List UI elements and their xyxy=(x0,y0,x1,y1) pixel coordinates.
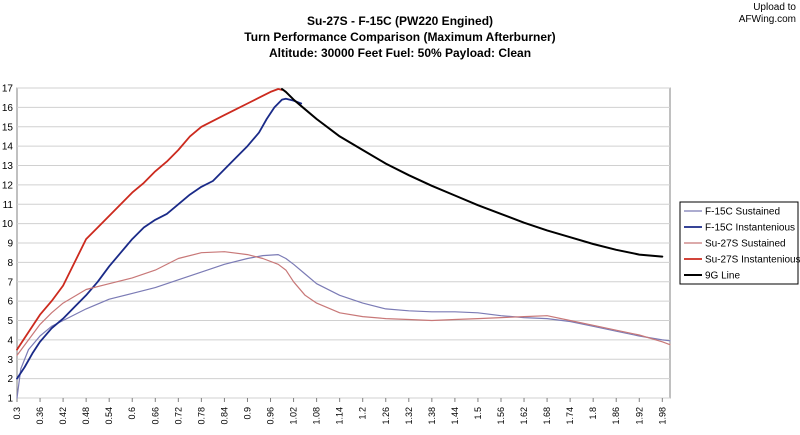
y-tick-label: 5 xyxy=(7,316,13,327)
x-tick-label: 1.98 xyxy=(657,407,667,425)
y-tick-label: 16 xyxy=(2,103,14,114)
series-line-1 xyxy=(16,97,303,380)
chart-subtitle: Turn Performance Comparison (Maximum Aft… xyxy=(244,30,555,44)
upload-note-line1: Upload to xyxy=(753,2,796,13)
x-tick-label: 1.8 xyxy=(588,407,598,420)
legend-label-0: F-15C Sustained xyxy=(705,207,780,218)
chart-subtitle-2: Altitude: 30000 Feet Fuel: 50% Payload: … xyxy=(269,46,531,60)
x-tick-label: 1.02 xyxy=(289,407,299,425)
x-tick-label: 0.84 xyxy=(219,407,229,425)
x-tick-label: 0.72 xyxy=(173,407,183,425)
x-tick-label: 1.74 xyxy=(565,407,575,425)
gridlines xyxy=(17,87,670,399)
x-tick-label: 0.6 xyxy=(127,407,137,420)
y-tick-label: 17 xyxy=(2,84,14,95)
y-tick-label: 2 xyxy=(7,374,13,385)
y-tick-label: 7 xyxy=(7,277,13,288)
y-tick-label: 10 xyxy=(2,219,14,230)
y-tick-label: 8 xyxy=(7,258,13,269)
x-tick-label: 0.96 xyxy=(266,407,276,425)
x-tick-label: 1.62 xyxy=(519,407,529,425)
y-tick-label: 3 xyxy=(7,355,13,366)
x-tick-label: 1.14 xyxy=(335,407,345,425)
series-line-3 xyxy=(16,88,283,351)
y-tick-label: 13 xyxy=(2,161,14,172)
series-lines xyxy=(16,88,671,399)
x-tick-label: 1.38 xyxy=(427,407,437,425)
x-tick-label: 1.86 xyxy=(611,407,621,425)
y-tick-label: 15 xyxy=(2,122,14,133)
x-tick-label: 0.78 xyxy=(196,407,206,425)
series-line-2 xyxy=(16,251,671,356)
chart-title: Su-27S - F-15C (PW220 Engined) xyxy=(307,14,493,28)
x-tick-label: 0.3 xyxy=(12,407,22,420)
x-tick-label: 1.26 xyxy=(381,407,391,425)
x-tick-label: 0.66 xyxy=(150,407,160,425)
x-tick-label: 1.2 xyxy=(358,407,368,420)
y-tick-label: 11 xyxy=(3,200,14,211)
y-tick-label: 1 xyxy=(7,394,13,405)
x-tick-label: 0.36 xyxy=(35,407,45,425)
y-tick-label: 9 xyxy=(7,239,13,250)
x-tick-label: 1.56 xyxy=(496,407,506,425)
x-axis-ticks: 0.3 0.36 0.42 0.48 0.54 0.6 0.66 0.72 0.78 0.84 0.… xyxy=(12,398,667,425)
upload-note-line2: AFWing.com xyxy=(739,14,796,25)
x-tick-label: 1.92 xyxy=(634,407,644,425)
series-line-4 xyxy=(281,88,664,258)
x-tick-label: 0.54 xyxy=(104,407,114,425)
y-tick-label: 14 xyxy=(2,142,14,153)
y-tick-label: 4 xyxy=(7,335,13,346)
legend-label-1: F-15C Instantenious xyxy=(705,223,795,234)
legend-label-2: Su-27S Sustained xyxy=(705,239,786,250)
x-tick-label: 0.42 xyxy=(58,407,68,425)
x-tick-label: 1.68 xyxy=(542,407,552,425)
x-tick-label: 1.32 xyxy=(404,407,414,425)
y-tick-label: 6 xyxy=(7,297,13,308)
y-tick-label: 12 xyxy=(2,180,14,191)
series-line-0 xyxy=(16,254,671,399)
legend: F-15C Sustained F-15C Instantenious Su-27S… xyxy=(679,201,800,285)
x-tick-label: 1.44 xyxy=(450,407,460,425)
x-tick-label: 1.08 xyxy=(312,407,322,425)
legend-label-4: 9G Line xyxy=(705,271,740,282)
x-tick-label: 0.48 xyxy=(81,407,91,425)
legend-label-3: Su-27S Instantenious xyxy=(705,255,800,266)
x-tick-label: 1.5 xyxy=(473,407,483,420)
x-tick-label: 0.9 xyxy=(242,407,252,420)
